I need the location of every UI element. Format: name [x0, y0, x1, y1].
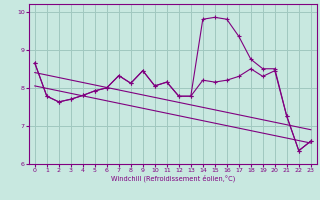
X-axis label: Windchill (Refroidissement éolien,°C): Windchill (Refroidissement éolien,°C) [111, 175, 235, 182]
